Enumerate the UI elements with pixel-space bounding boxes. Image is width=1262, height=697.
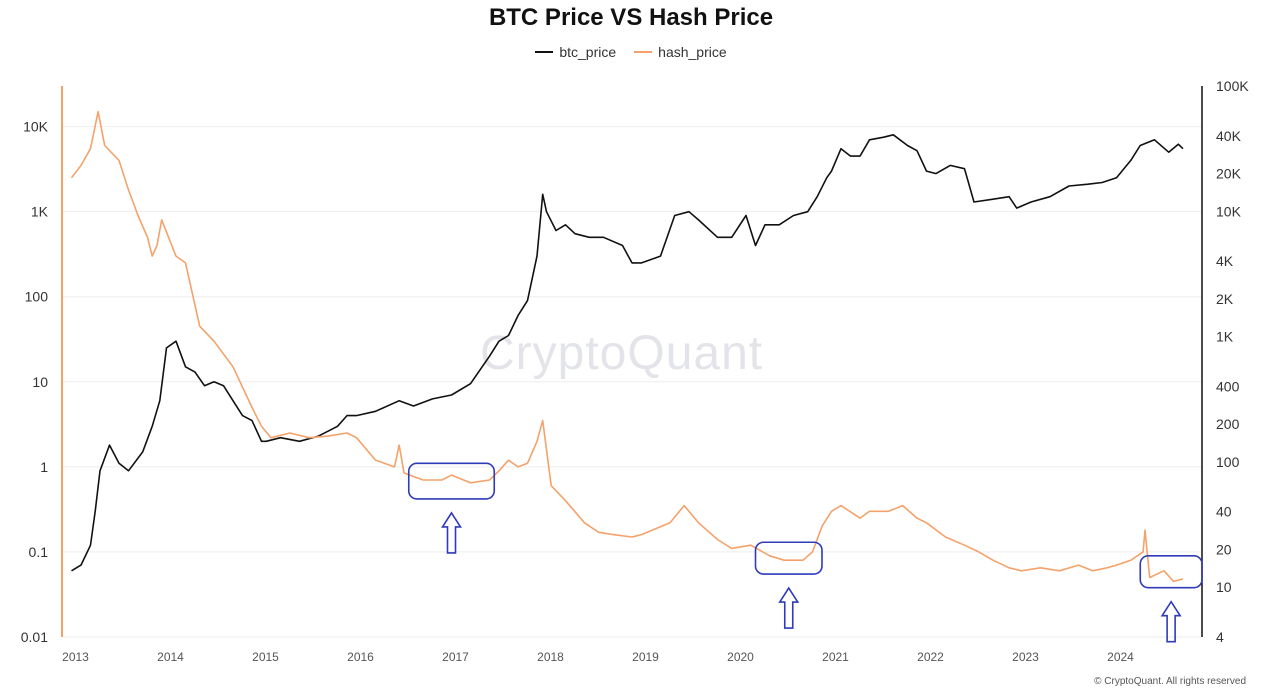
legend-swatch-btc-price <box>535 51 554 53</box>
y-left-tick-label: 0.1 <box>29 544 49 560</box>
chart-title: BTC Price VS Hash Price <box>488 4 774 31</box>
x-tick-label: 2016 <box>347 650 374 664</box>
x-tick-label: 2020 <box>727 650 754 664</box>
annotation-box <box>407 462 496 500</box>
y-right-tick-label: 400 <box>1216 378 1240 394</box>
y-right-tick-label: 100K <box>1216 78 1249 94</box>
annotation-arrow <box>441 511 462 554</box>
legend-label-hash-price: hash_price <box>658 44 727 60</box>
legend-swatch-hash-price <box>634 51 653 53</box>
series-line-hash-price <box>70 110 1184 583</box>
y-right-tick-label: 1K <box>1216 329 1234 345</box>
y-right-tick-label: 20K <box>1216 166 1242 182</box>
y-right-tick-label: 10 <box>1216 579 1232 595</box>
legend-item-hash-price[interactable]: hash_price <box>634 44 727 60</box>
y-right-tick-label: 40 <box>1216 504 1232 520</box>
x-tick-label: 2021 <box>822 650 849 664</box>
x-tick-label: 2024 <box>1107 650 1134 664</box>
annotation-arrow <box>778 586 800 629</box>
y-right-tick-label: 4K <box>1216 253 1234 269</box>
annotation-arrow <box>1160 600 1182 643</box>
x-tick-label: 2019 <box>632 650 659 664</box>
y-right-tick-label: 200 <box>1216 416 1240 432</box>
series-line-btc-price <box>71 134 1184 572</box>
y-right-tick-label: 4 <box>1216 629 1224 645</box>
x-tick-label: 2017 <box>442 650 469 664</box>
y-left-tick-label: 0.01 <box>21 629 48 645</box>
y-left-tick-label: 10 <box>32 374 48 390</box>
y-left-tick-label: 1 <box>40 459 48 475</box>
legend-label-btc-price: btc_price <box>559 44 617 60</box>
x-tick-label: 2015 <box>252 650 279 664</box>
annotation-box <box>1139 555 1203 589</box>
legend-item-btc-price[interactable]: btc_price <box>535 44 616 60</box>
y-left-tick-label: 10K <box>23 119 49 135</box>
annotation-box <box>754 541 823 575</box>
y-right-tick-label: 40K <box>1216 128 1242 144</box>
y-right-tick-label: 10K <box>1216 203 1242 219</box>
x-tick-label: 2018 <box>537 650 564 664</box>
x-tick-label: 2013 <box>62 650 89 664</box>
copyright-text: © CryptoQuant. All rights reserved <box>1094 676 1246 687</box>
legend: btc_price hash_price <box>0 44 1262 60</box>
y-left-tick-label: 1K <box>31 204 49 220</box>
y-right-tick-label: 100 <box>1216 454 1240 470</box>
x-tick-label: 2023 <box>1012 650 1039 664</box>
y-right-tick-label: 2K <box>1216 291 1234 307</box>
x-tick-label: 2014 <box>157 650 184 664</box>
y-right-tick-label: 20 <box>1216 541 1232 557</box>
x-tick-label: 2022 <box>917 650 944 664</box>
y-left-tick-label: 100 <box>25 289 49 305</box>
watermark: CryptoQuant <box>480 327 764 380</box>
